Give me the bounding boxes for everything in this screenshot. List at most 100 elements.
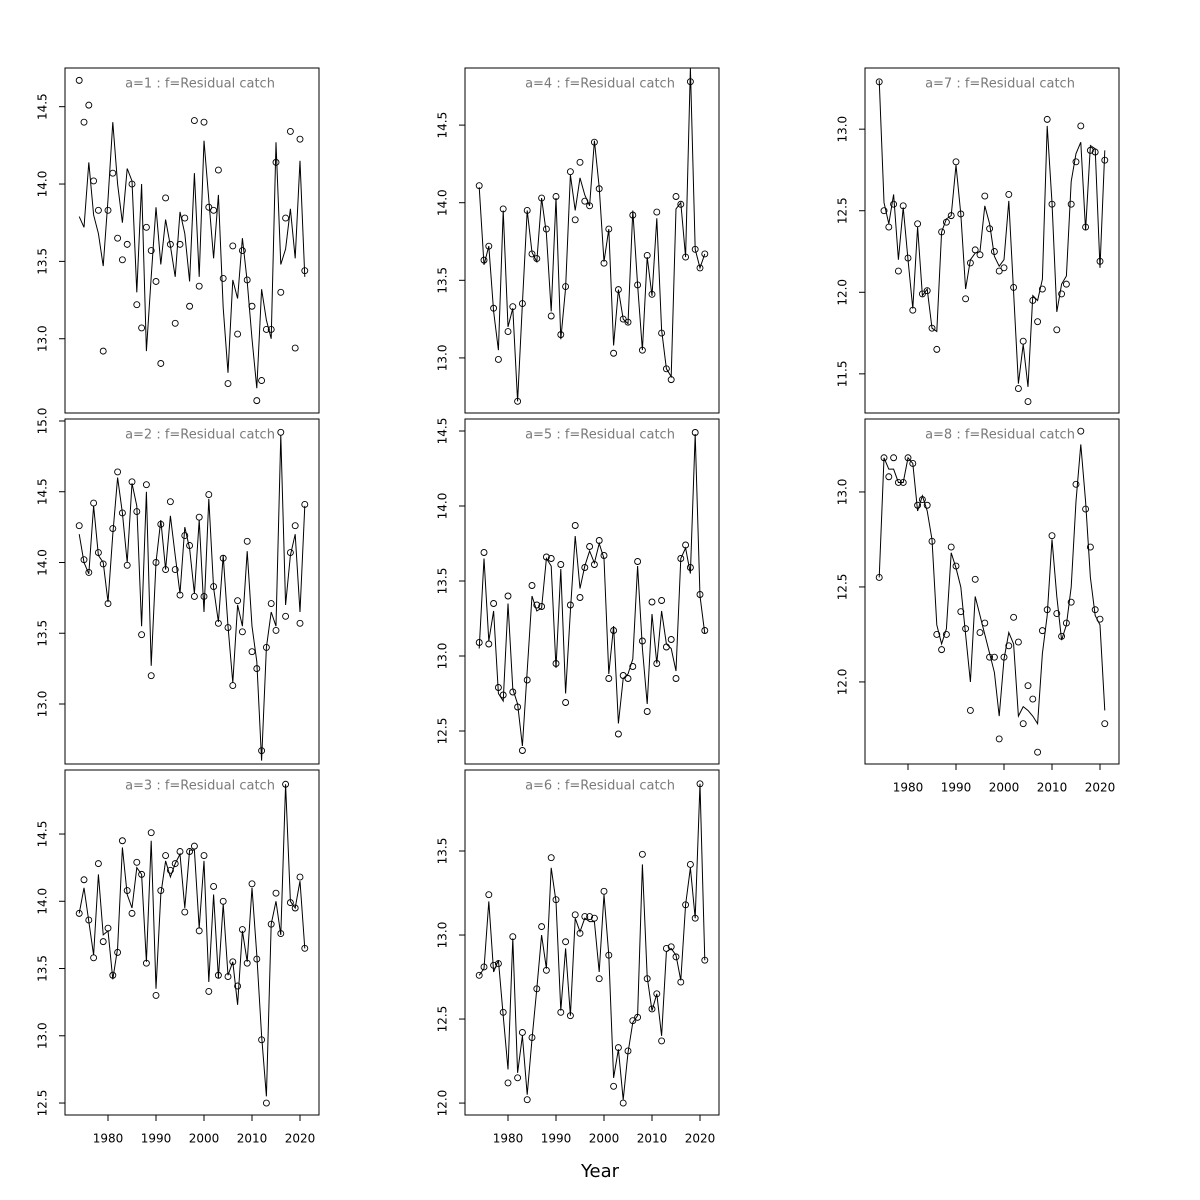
y-tick-label: 13.5 — [436, 267, 450, 294]
data-point — [586, 543, 594, 550]
data-point — [118, 837, 126, 845]
y-tick-label: 13.0 — [436, 922, 450, 949]
data-point — [586, 913, 594, 920]
y-tick-label: 13.0 — [836, 116, 850, 143]
data-point — [219, 274, 227, 282]
y-tick-label: 12.5 — [436, 718, 450, 745]
data-point — [234, 330, 242, 338]
data-point — [547, 312, 555, 320]
data-point — [538, 923, 546, 931]
y-tick-label: 14.5 — [436, 112, 450, 139]
data-point — [1053, 610, 1061, 617]
y-tick-label: 12.5 — [36, 1090, 50, 1117]
panel: a=4 : f=Residual catch 13.0 13.5 14.0 14.5 — [436, 67, 720, 414]
y-tick-label: 12.0 — [836, 279, 850, 306]
data-point — [528, 582, 536, 589]
data-point — [186, 302, 194, 310]
data-point — [229, 242, 237, 250]
data-point — [914, 220, 922, 228]
panel-frame — [464, 418, 720, 765]
data-point — [923, 501, 931, 509]
data-point — [962, 295, 970, 303]
data-point — [494, 356, 502, 363]
data-point — [624, 675, 632, 682]
data-point — [933, 345, 941, 353]
data-point — [562, 699, 570, 706]
data-point — [248, 880, 256, 888]
data-point — [1029, 695, 1037, 703]
x-tick-label: 2000 — [589, 1132, 620, 1146]
data-point — [571, 522, 579, 529]
x-tick-label: 1980 — [93, 1132, 124, 1146]
data-point — [634, 558, 642, 565]
data-point — [672, 953, 680, 961]
data-point — [171, 566, 179, 574]
panel-title: a=3 : f=Residual catch — [125, 779, 275, 794]
panel-title: a=8 : f=Residual catch — [925, 428, 1075, 443]
data-point — [253, 397, 261, 405]
x-tick-label: 2010 — [637, 1132, 668, 1146]
data-point — [1019, 720, 1027, 728]
panel: a=7 : f=Residual catch 11.5 12.0 12.5 13.0 — [836, 67, 1120, 414]
data-point — [99, 560, 107, 568]
data-point — [138, 631, 146, 639]
data-point — [643, 708, 651, 715]
y-tick-label: 15.0 — [36, 408, 50, 435]
panel: a=6 : f=Residual catch 12.0 12.5 13.0 13.5 19… — [436, 769, 720, 1146]
data-point — [162, 194, 170, 202]
data-point — [1005, 642, 1013, 650]
data-point — [147, 829, 155, 837]
data-point — [576, 158, 584, 166]
data-point — [672, 675, 680, 682]
y-tick-label: 14.5 — [36, 821, 50, 848]
panel-title: a=5 : f=Residual catch — [525, 428, 675, 443]
data-point — [262, 1099, 270, 1107]
data-point — [75, 909, 83, 917]
fit-line — [478, 783, 706, 1100]
panel-frame — [464, 67, 720, 414]
y-tick-label: 13.5 — [36, 620, 50, 647]
data-point — [238, 247, 246, 255]
data-point — [1010, 613, 1018, 621]
panel-title: a=6 : f=Residual catch — [525, 779, 675, 794]
data-point — [523, 1096, 531, 1104]
data-point — [619, 1099, 627, 1107]
data-point — [1086, 543, 1094, 551]
data-point — [1077, 427, 1085, 435]
data-point — [629, 663, 637, 670]
data-point — [952, 158, 960, 166]
data-point — [157, 360, 165, 367]
data-point — [547, 854, 555, 862]
data-point — [291, 344, 299, 352]
data-point — [610, 1082, 618, 1090]
data-point — [1000, 264, 1008, 272]
data-point — [1072, 480, 1080, 488]
fit-line — [78, 435, 306, 761]
data-point — [118, 256, 126, 264]
data-point — [504, 328, 512, 335]
data-point — [1024, 682, 1032, 690]
data-point — [200, 118, 208, 126]
data-point — [957, 608, 965, 616]
data-point — [942, 630, 950, 638]
data-point — [890, 200, 898, 208]
x-tick-label: 2010 — [237, 1132, 268, 1146]
data-point — [123, 240, 131, 248]
x-tick-label: 1990 — [141, 1132, 172, 1146]
data-point — [1048, 532, 1056, 540]
data-point — [282, 612, 290, 620]
panel-frame — [64, 67, 320, 414]
data-point — [976, 629, 984, 636]
data-point — [614, 730, 622, 738]
data-point — [648, 598, 656, 606]
data-point — [518, 1029, 526, 1036]
x-tick-label: 2010 — [1037, 781, 1068, 795]
y-tick-label: 13.0 — [36, 691, 50, 718]
panel-title: a=1 : f=Residual catch — [125, 77, 275, 92]
data-point — [243, 537, 251, 545]
y-tick-label: 12.0 — [436, 1090, 450, 1117]
data-point — [296, 873, 304, 881]
data-point — [1067, 598, 1075, 606]
data-point — [480, 549, 488, 556]
